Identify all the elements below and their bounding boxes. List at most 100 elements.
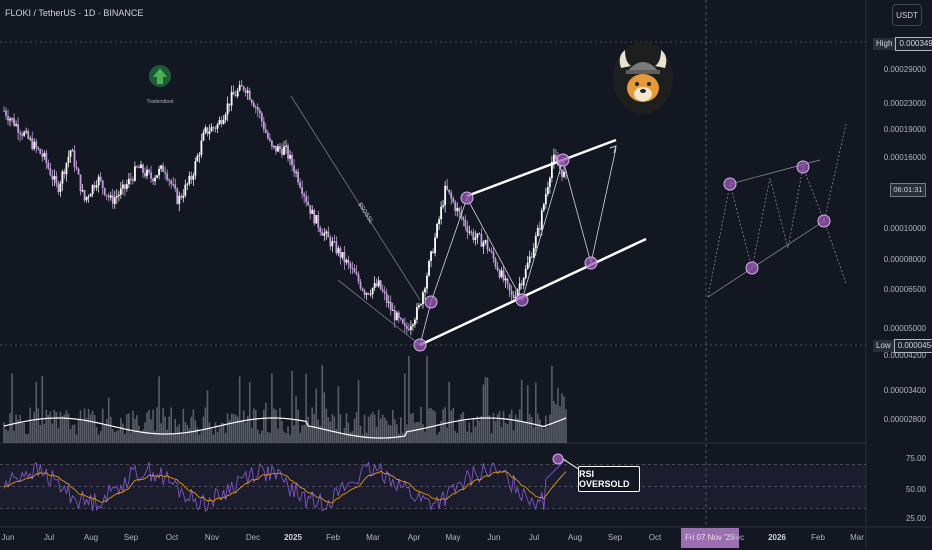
candle-body [339,248,342,258]
candle-body [385,293,388,303]
wave-point [515,293,529,307]
volume-bar [269,432,271,443]
candle-body [291,155,293,166]
candle-body [198,154,201,156]
volume-bar [355,411,358,443]
symbol-title[interactable]: FLOKI / TetherUS · 1D · BINANCE [5,8,144,18]
volume-bar [281,421,283,443]
volume-bar [289,434,291,443]
candle-body [553,154,555,162]
time-tick: Jul [528,533,540,542]
candle-body [53,176,56,180]
volume-bar [216,432,219,443]
volume-bar [416,422,418,443]
volume-bar [305,373,307,443]
candle-body [357,274,360,282]
volume-bar [565,409,567,443]
candle-body [138,166,140,169]
candle-body [59,183,62,192]
volume-bar [351,431,354,443]
volume-bar [291,370,293,443]
volume-bar [510,409,513,443]
volume-bar [373,414,376,443]
rsi-oversold-note[interactable]: RSI OVERSOLD [578,466,640,492]
volume-bar [111,429,114,443]
volume-bar [236,416,239,443]
candle-body [33,141,36,149]
volume-bar [442,409,444,443]
volume-bar [536,413,539,443]
candle-body [397,312,400,318]
volume-bar [79,410,82,443]
volume-bar [460,413,463,443]
candle-body [101,180,104,189]
volume-bar [57,428,60,443]
candle-body [51,175,54,180]
volume-bar [283,431,285,443]
volume-bar [198,434,201,443]
volume-bar [81,421,84,443]
candle-body [222,119,225,124]
candle-body [391,309,394,311]
candle-body [29,138,32,140]
candle-body [387,301,390,303]
volume-bar [132,410,134,443]
volume-bar [516,418,519,443]
candle-body [424,288,426,293]
candle-body [536,227,539,237]
candle-body [262,121,265,130]
volume-bar [71,425,74,443]
volume-bar [375,426,378,443]
wave-point [424,295,438,309]
candle-body [561,169,563,177]
candle-body [506,278,509,284]
time-tick: Mar [850,533,864,542]
volume-bar [160,423,162,443]
candle-body [446,185,449,190]
rsi-point [552,453,564,465]
candle-body [538,227,541,230]
volume-bar [395,424,398,443]
volume-bar [494,421,497,443]
candle-body [403,323,406,326]
volume-bar [275,409,277,443]
candle-body [91,184,94,195]
volume-bar [220,422,223,443]
candle-body [522,278,525,286]
volume-bar [244,422,247,443]
volume-bar [105,418,108,443]
candle-body [115,196,118,198]
candle-body [79,174,82,192]
volume-bar [196,427,199,443]
candle-body [136,166,138,168]
volume-bar [532,427,535,443]
candle-body [271,140,273,147]
candle-body [162,165,165,172]
projection-point [723,177,737,191]
volume-bar [152,409,154,443]
volume-bar [367,416,370,443]
candle-body [508,283,511,291]
candle-body [35,141,38,148]
candle-body [367,293,370,295]
candle-body [353,268,356,273]
candle-body [430,251,432,262]
projection-point [817,214,831,228]
volume-bar [472,418,475,443]
volume-bar [124,434,126,443]
volume-bar [128,413,130,443]
candle-body [504,278,507,281]
candle-body [381,289,384,292]
candle-body [113,197,116,204]
volume-bar [474,426,477,443]
volume-bar [454,430,457,443]
volume-bar [246,415,249,443]
volume-bar [226,413,229,443]
candle-body [11,118,13,120]
candle-body [204,127,207,133]
currency-selector[interactable]: USDT [892,4,922,26]
candle-body [75,166,78,169]
candle-body [534,236,537,249]
candle-body [121,184,124,189]
